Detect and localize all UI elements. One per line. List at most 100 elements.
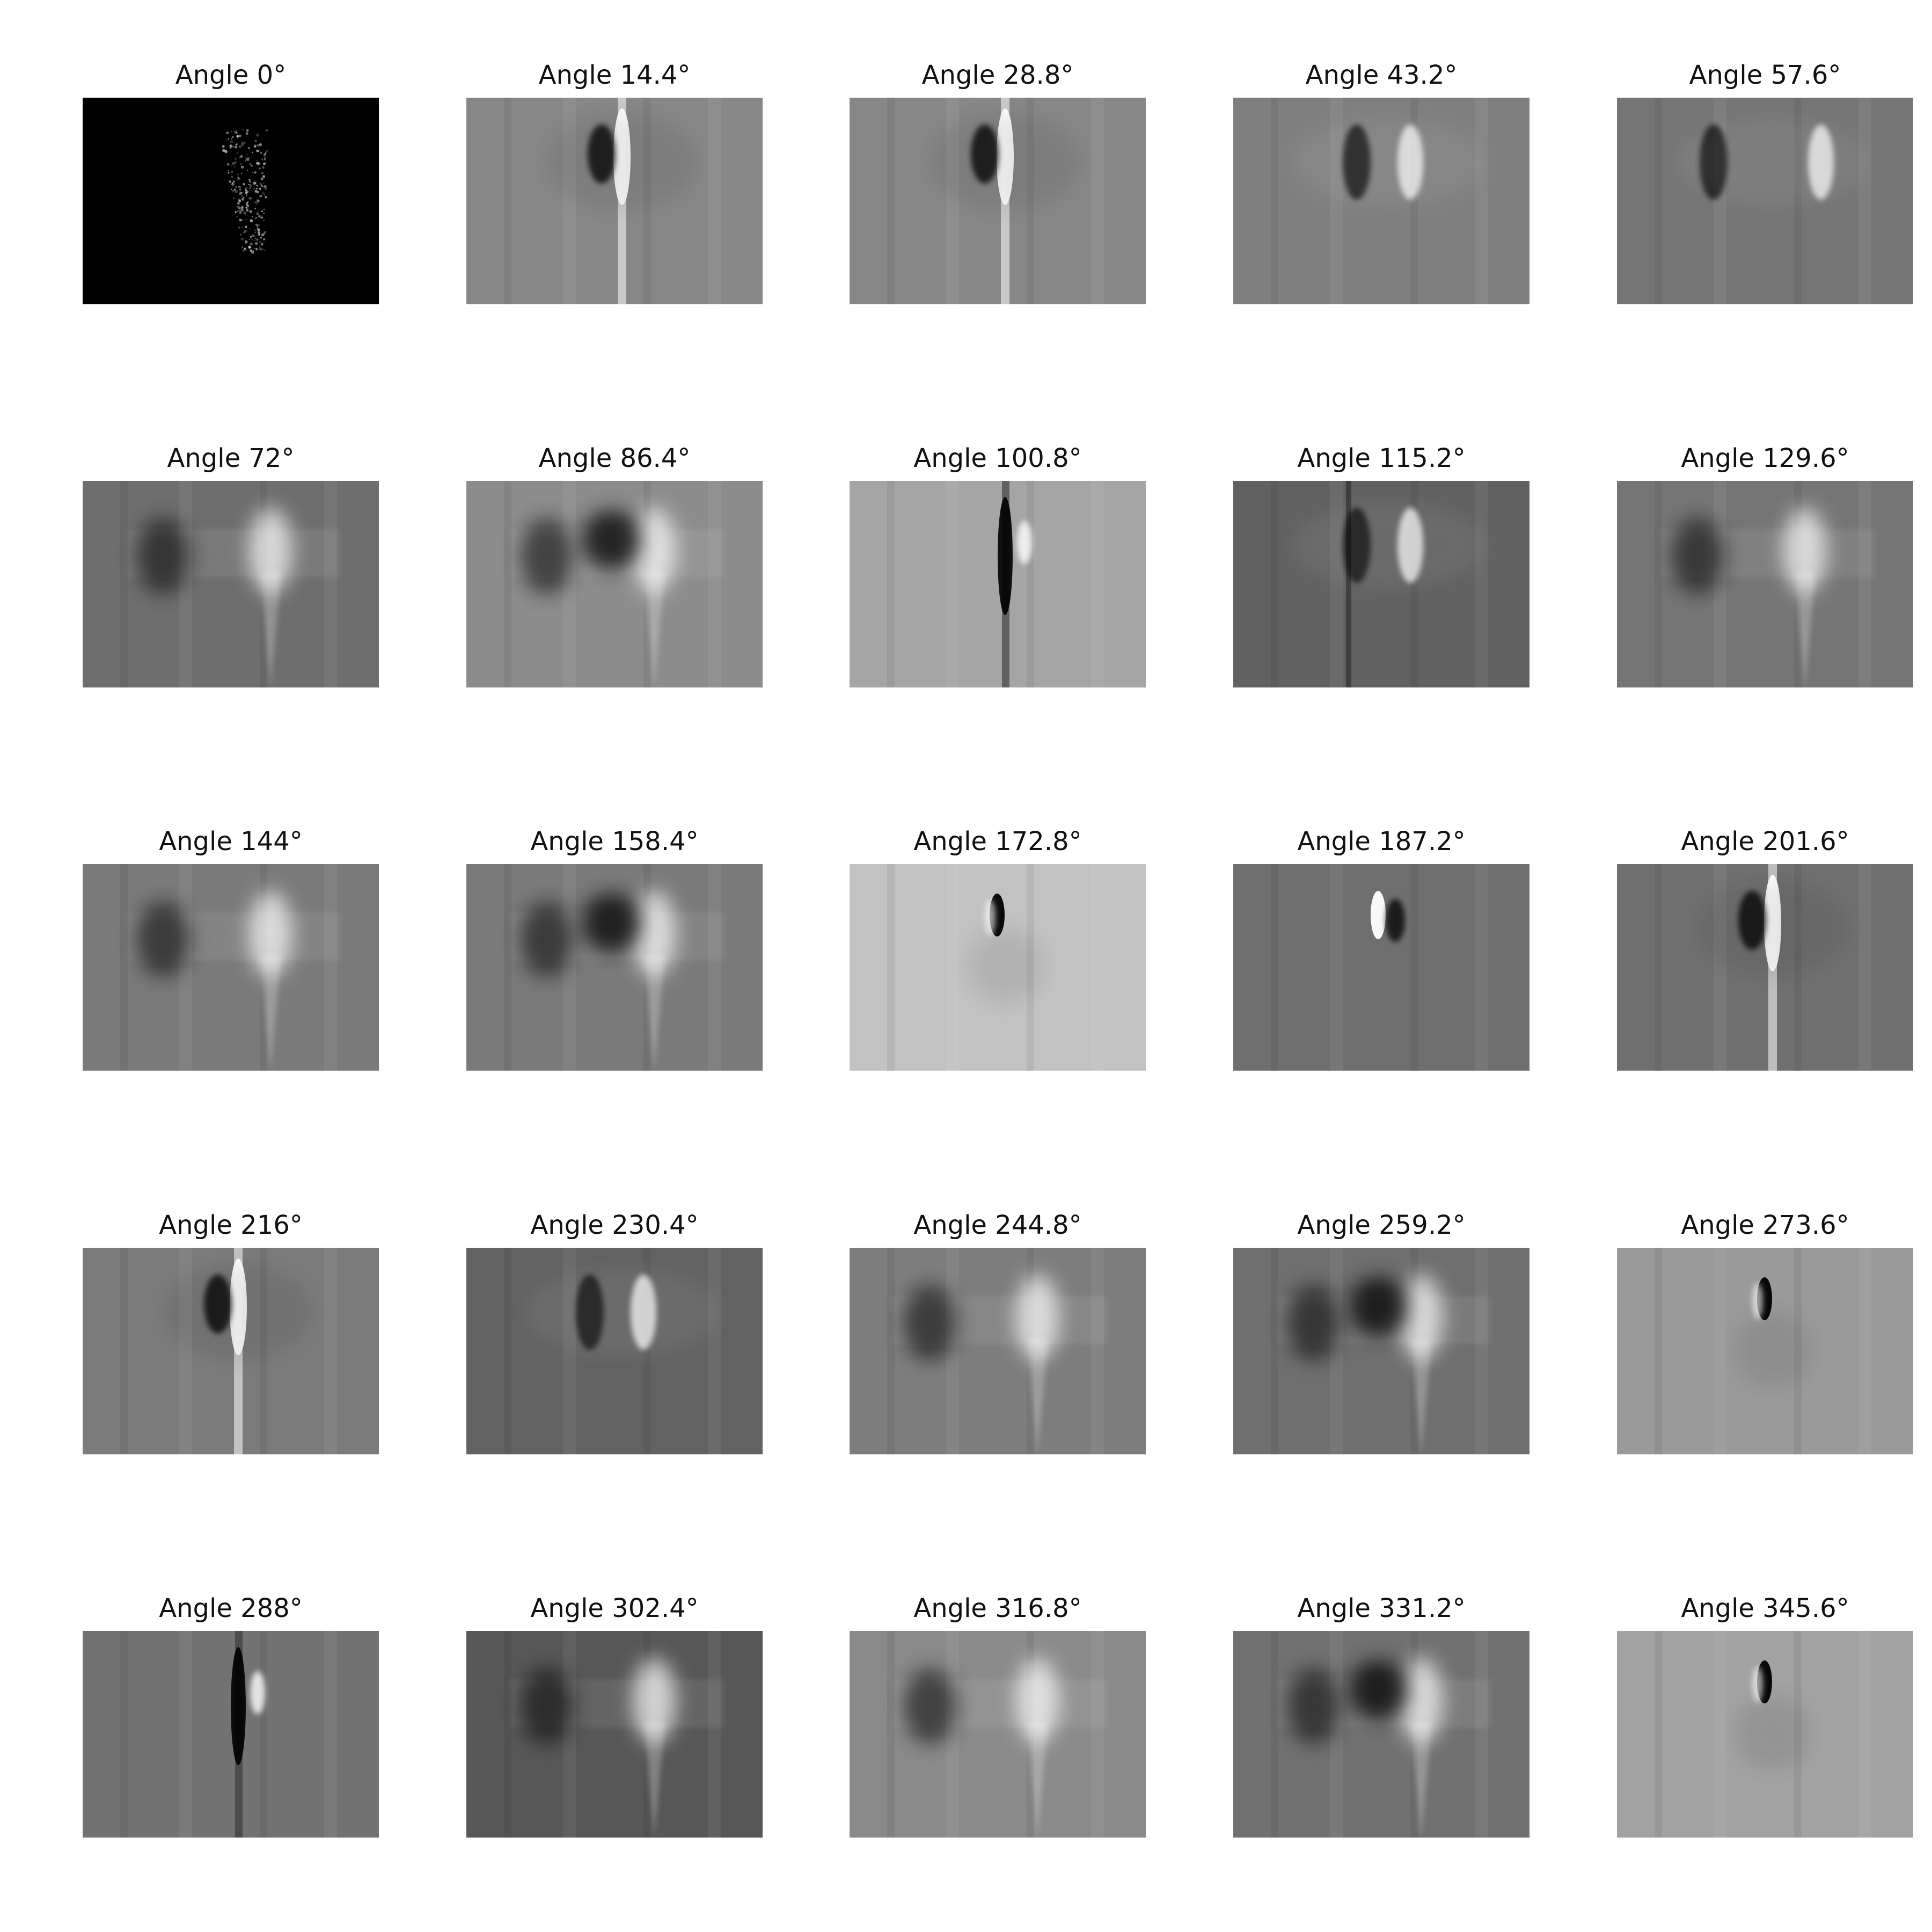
projection-image-svg <box>1617 1248 1913 1454</box>
panel-title: Angle 345.6° <box>1681 1593 1849 1623</box>
projection-image-svg <box>1617 864 1913 1071</box>
projection-image-svg <box>850 1248 1146 1454</box>
image-background <box>850 481 1146 687</box>
image-features <box>887 481 1104 687</box>
image-features <box>120 864 340 1071</box>
projection-image-svg <box>83 1248 379 1454</box>
projection-image <box>1617 98 1913 304</box>
panel-title: Angle 302.4° <box>530 1593 699 1623</box>
projection-image <box>850 481 1146 687</box>
projection-image <box>1617 1631 1913 1838</box>
projection-image-svg <box>83 1631 379 1838</box>
panel-title: Angle 0° <box>175 60 287 90</box>
image-features <box>1655 98 1871 304</box>
image-features <box>1655 1248 1871 1454</box>
projection-image-svg <box>466 864 763 1071</box>
projection-image-svg <box>466 98 763 304</box>
panel-title: Angle 273.6° <box>1681 1210 1849 1240</box>
image-features <box>887 864 1104 1071</box>
image-features <box>120 481 340 687</box>
projection-image <box>1233 481 1529 687</box>
image-background <box>83 864 379 1071</box>
panel-title: Angle 43.2° <box>1305 60 1458 90</box>
projection-image <box>83 481 379 687</box>
projection-image <box>850 864 1146 1071</box>
panel-title: Angle 331.2° <box>1297 1593 1466 1623</box>
projection-image <box>850 98 1146 304</box>
projection-image <box>83 1631 379 1838</box>
image-features <box>1271 864 1488 1071</box>
projection-image-svg <box>466 481 763 687</box>
projection-image-svg <box>1233 98 1529 304</box>
panel-title: Angle 187.2° <box>1297 826 1466 857</box>
projection-image <box>1233 1248 1529 1454</box>
panel-title: Angle 115.2° <box>1297 443 1466 473</box>
projection-image-svg <box>1617 1631 1913 1838</box>
projection-image <box>83 98 379 304</box>
projection-image-svg <box>850 481 1146 687</box>
panel-title: Angle 100.8° <box>913 443 1082 473</box>
image-features <box>504 1631 724 1838</box>
image-features <box>504 481 724 687</box>
panel-title: Angle 201.6° <box>1681 826 1849 857</box>
image-features <box>1271 1631 1491 1838</box>
projection-image-svg <box>1233 481 1529 687</box>
projection-image-svg <box>466 1631 763 1838</box>
projection-image-svg <box>1233 1248 1529 1454</box>
image-features <box>504 98 721 304</box>
image-features <box>887 98 1104 304</box>
panel-title: Angle 316.8° <box>913 1593 1082 1623</box>
panel-title: Angle 244.8° <box>913 1210 1082 1240</box>
panel-title: Angle 28.8° <box>921 60 1074 90</box>
panel-title: Angle 144° <box>159 826 303 857</box>
image-background <box>83 98 379 304</box>
projection-image-svg <box>1617 481 1913 687</box>
image-features <box>887 1631 1107 1838</box>
image-background <box>83 1631 379 1838</box>
projection-image <box>83 1248 379 1454</box>
projection-image <box>1233 1631 1529 1838</box>
image-features <box>1655 1631 1871 1838</box>
panel-title: Angle 230.4° <box>530 1210 699 1240</box>
projection-image-svg <box>1617 98 1913 304</box>
projection-image <box>466 98 763 304</box>
projection-image <box>850 1631 1146 1838</box>
image-features <box>1271 1248 1491 1454</box>
projection-image <box>1617 481 1913 687</box>
image-features <box>222 129 268 254</box>
projection-image-svg <box>1233 1631 1529 1838</box>
image-background <box>466 1631 763 1838</box>
projection-image <box>466 1248 763 1454</box>
image-features <box>1655 864 1871 1071</box>
image-features <box>887 1248 1107 1454</box>
projection-image-svg <box>850 1631 1146 1838</box>
projection-image-svg <box>83 481 379 687</box>
panel-title: Angle 86.4° <box>538 443 691 473</box>
panel-title: Angle 72° <box>167 443 295 473</box>
panel-title: Angle 129.6° <box>1681 443 1849 473</box>
projection-image-svg <box>1233 864 1529 1071</box>
projection-image <box>1617 1248 1913 1454</box>
projection-image-svg <box>83 98 379 304</box>
panel-title: Angle 14.4° <box>538 60 691 90</box>
image-background <box>850 1248 1146 1454</box>
projection-image <box>850 1248 1146 1454</box>
projection-image <box>466 1631 763 1838</box>
projection-image <box>1233 864 1529 1071</box>
panel-title: Angle 158.4° <box>530 826 699 857</box>
image-background <box>850 1631 1146 1838</box>
panel-title: Angle 57.6° <box>1689 60 1841 90</box>
projection-image <box>466 864 763 1071</box>
image-features <box>120 1631 337 1838</box>
image-features <box>504 864 724 1071</box>
image-features <box>1655 481 1875 687</box>
image-background <box>83 481 379 687</box>
panel-title: Angle 172.8° <box>913 826 1082 857</box>
image-features <box>504 1248 721 1454</box>
panel-title: Angle 288° <box>159 1593 303 1623</box>
projection-image-svg <box>850 864 1146 1071</box>
projection-image <box>1233 98 1529 304</box>
panel-title: Angle 216° <box>159 1210 303 1240</box>
image-features <box>1271 98 1488 304</box>
